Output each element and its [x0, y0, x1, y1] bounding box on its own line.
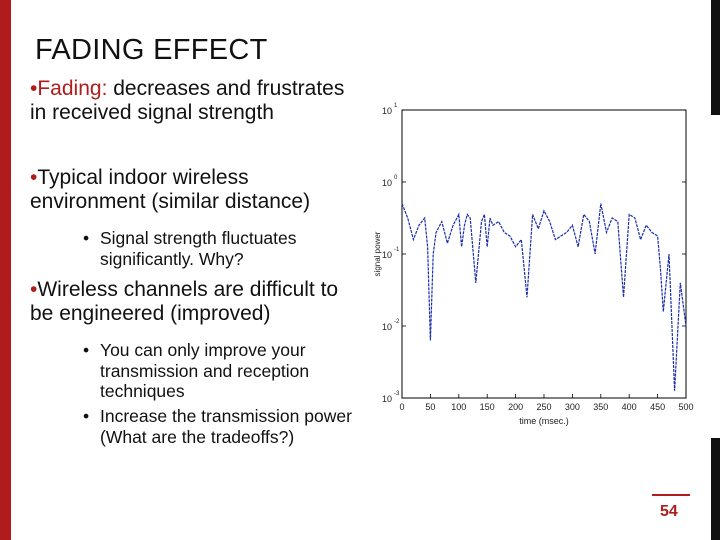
subbullet-marker: • [83, 340, 90, 360]
right-bar-bottom [711, 438, 720, 540]
y-tick-label: 10 [382, 322, 392, 332]
left-accent-bar [0, 0, 11, 540]
series-line [401, 203, 687, 391]
y-tick-exponent: 0 [394, 175, 398, 181]
y-tick-exponent: -1 [394, 247, 400, 253]
y-tick-label: 10 [382, 106, 392, 116]
plot-frame [401, 109, 687, 399]
page-number-line [652, 494, 690, 496]
bullet-fading-term: Fading: [37, 77, 108, 100]
bullet-fading-text: decreases and frustrates in received sig… [30, 77, 345, 125]
bullet-channels-text: Wireless channels are difficult to be en… [30, 278, 339, 326]
subbullet-fluctuates-text: Signal strength fluctuates significantly… [100, 228, 297, 269]
y-tick-exponent: -3 [394, 391, 400, 397]
y-tick-label: 10 [382, 394, 392, 404]
x-tick-label: 350 [593, 402, 608, 412]
bullet-fading: •Fading: decreases and frustrates in rec… [30, 77, 360, 125]
x-tick-label: 500 [678, 402, 693, 412]
y-tick-exponent: 1 [394, 103, 398, 109]
bullet-indoor: •Typical indoor wireless environment (si… [30, 166, 360, 214]
subbullet-marker: • [83, 228, 90, 248]
slide-title: FADING EFFECT [35, 34, 268, 66]
x-tick-label: 100 [451, 402, 466, 412]
x-tick-label: 0 [399, 402, 404, 412]
y-axis-label: signal power [373, 231, 382, 276]
y-tick-label: 10 [382, 178, 392, 188]
x-axis-label: time (msec.) [519, 416, 569, 426]
page-number: 54 [660, 503, 678, 520]
right-bar-top [711, 0, 720, 115]
x-tick-label: 400 [622, 402, 637, 412]
bullet-channels: •Wireless channels are difficult to be e… [30, 278, 360, 326]
subbullet-fluctuates: • Signal strength fluctuates significantl… [83, 228, 360, 269]
x-tick-label: 200 [508, 402, 523, 412]
x-tick-label: 50 [425, 402, 435, 412]
y-tick-label: 10 [382, 250, 392, 260]
subbullet-marker: • [83, 406, 90, 426]
bullet-marker: • [30, 278, 38, 301]
x-tick-label: 250 [536, 402, 551, 412]
x-tick-label: 300 [565, 402, 580, 412]
subbullet-improve-text: You can only improve your transmission a… [100, 340, 310, 402]
subbullet-power-text: Increase the transmission power (What ar… [100, 406, 352, 447]
x-tick-label: 150 [480, 402, 495, 412]
y-tick-exponent: -2 [394, 319, 400, 325]
subbullet-power: • Increase the transmission power (What a… [83, 406, 365, 447]
x-tick-label: 450 [650, 402, 665, 412]
bullet-marker: • [30, 77, 38, 100]
subbullet-improve: • You can only improve your transmission … [83, 340, 365, 402]
bullet-indoor-text: Typical indoor wireless environment (sim… [30, 166, 311, 214]
bullet-marker: • [30, 166, 38, 189]
